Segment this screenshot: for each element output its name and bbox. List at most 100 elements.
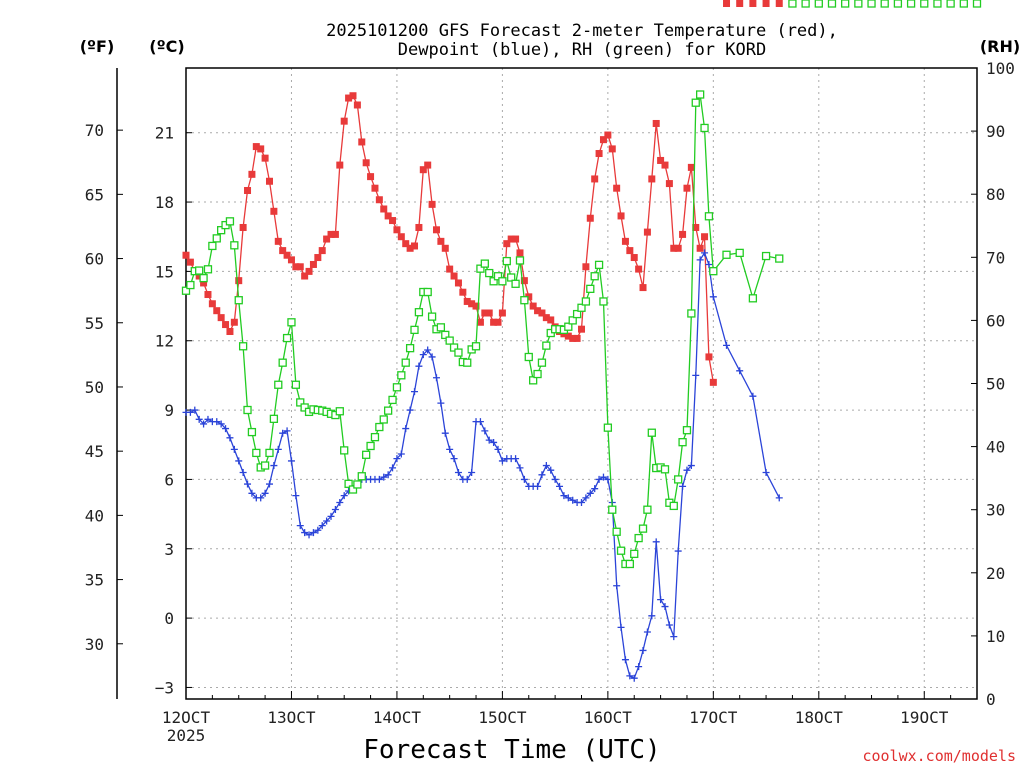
fahrenheit-axis-tick-label: 45 (85, 442, 104, 461)
fahrenheit-axis-tick-label: 65 (85, 185, 104, 204)
temperature-point (200, 279, 208, 287)
temperature-point (525, 293, 533, 301)
rh-point (441, 330, 450, 340)
dewpoint-point (305, 531, 313, 539)
dewpoint-point (520, 475, 528, 483)
temperature-point (608, 145, 616, 153)
dewpoint-point (512, 455, 520, 463)
rh-point (704, 212, 714, 221)
temperature-point (520, 277, 528, 285)
dewpoint-point (454, 468, 462, 476)
rh-point (291, 380, 301, 389)
x-axis-tick-label: 18OCT (795, 708, 844, 727)
rh-point (243, 405, 252, 415)
temperature-point (208, 300, 216, 308)
temperature-point (393, 226, 401, 234)
celsius-axis-tick-label: 3 (164, 540, 174, 559)
rh-point (515, 256, 525, 265)
rh-point (801, 0, 810, 8)
rh-point (195, 266, 204, 275)
temperature-point (424, 161, 432, 169)
rh-point (520, 296, 529, 305)
dewpoint-point (432, 374, 440, 382)
dewpoint-point (235, 457, 243, 465)
rh-point (788, 0, 797, 8)
rh-point (405, 344, 415, 353)
dewpoint-point (292, 492, 300, 500)
x-axis-year-label: 2025 (167, 726, 206, 745)
celsius-axis-tick-label: 15 (155, 262, 174, 281)
temperature-point (287, 256, 295, 264)
dewpoint-point (494, 445, 502, 453)
temperature-point (696, 244, 704, 252)
celsius-axis-unit-label: (ºC) (149, 37, 184, 56)
temperature-point (327, 230, 335, 238)
dewpoint-point (468, 468, 476, 476)
rh-point (445, 336, 454, 345)
dewpoint-point (683, 466, 691, 474)
rh-point (370, 432, 380, 442)
rh-point (867, 0, 876, 8)
rh-point (524, 352, 533, 362)
rh-point (616, 546, 626, 555)
rh-point (608, 505, 617, 514)
rh-point (238, 342, 248, 351)
rh-point (854, 0, 863, 8)
dewpoint-point (481, 427, 489, 435)
temperature-point (248, 170, 256, 178)
rh-axis-tick-label: 0 (986, 690, 996, 709)
dewpoint-point (582, 494, 590, 502)
temperature-point (371, 184, 379, 192)
temperature-point (450, 272, 458, 280)
temperature-point (217, 314, 225, 322)
temperature-point (692, 223, 700, 231)
rh-point (511, 279, 520, 288)
dewpoint-point (406, 406, 414, 414)
rh-point (533, 369, 542, 379)
temperature-point (204, 291, 212, 299)
rh-point (586, 284, 595, 294)
temperature-point (411, 242, 419, 250)
rh-point (397, 371, 406, 380)
rh-point (362, 450, 371, 459)
rh-point (296, 398, 305, 407)
dewpoint-point (679, 482, 687, 490)
rh-axis-tick-label: 10 (986, 627, 1005, 646)
rh-point (449, 343, 459, 352)
rh-axis-tick-label: 50 (986, 375, 1005, 394)
rh-point (625, 559, 634, 569)
dewpoint-point (195, 415, 203, 423)
temperature-point (309, 260, 317, 268)
temperature-point (257, 145, 265, 153)
credit-link[interactable]: coolwx.com/models (862, 747, 1016, 765)
dewpoint-point (560, 492, 568, 500)
dewpoint-point (749, 392, 757, 400)
dewpoint-point (248, 489, 256, 497)
dewpoint-point (186, 408, 194, 416)
rh-point (208, 241, 217, 251)
dewpoint-point (274, 445, 282, 453)
dewpoint-point (595, 475, 603, 483)
rh-point (392, 383, 402, 392)
temperature-point (670, 244, 678, 252)
x-axis-tick-label: 13OCT (267, 708, 316, 727)
rh-point (344, 479, 353, 488)
plot-frame (185, 67, 978, 700)
dewpoint-point (402, 425, 410, 433)
temperature-point (362, 159, 370, 167)
rh-point (946, 0, 955, 8)
dewpoint-point (542, 462, 550, 470)
temperature-point (516, 249, 524, 257)
dewpoint-point (419, 351, 427, 359)
temperature-point (498, 309, 506, 317)
dewpoint-point (775, 494, 783, 502)
temperature-point (397, 233, 405, 241)
dewpoint-point (257, 494, 265, 502)
temperature-point (657, 156, 665, 164)
fahrenheit-axis-tick-label: 60 (85, 250, 104, 269)
rh-point (265, 448, 274, 458)
temperature-point (230, 318, 238, 326)
rh-point (841, 0, 850, 8)
rh-point (564, 322, 573, 331)
dewpoint-point (279, 429, 287, 437)
